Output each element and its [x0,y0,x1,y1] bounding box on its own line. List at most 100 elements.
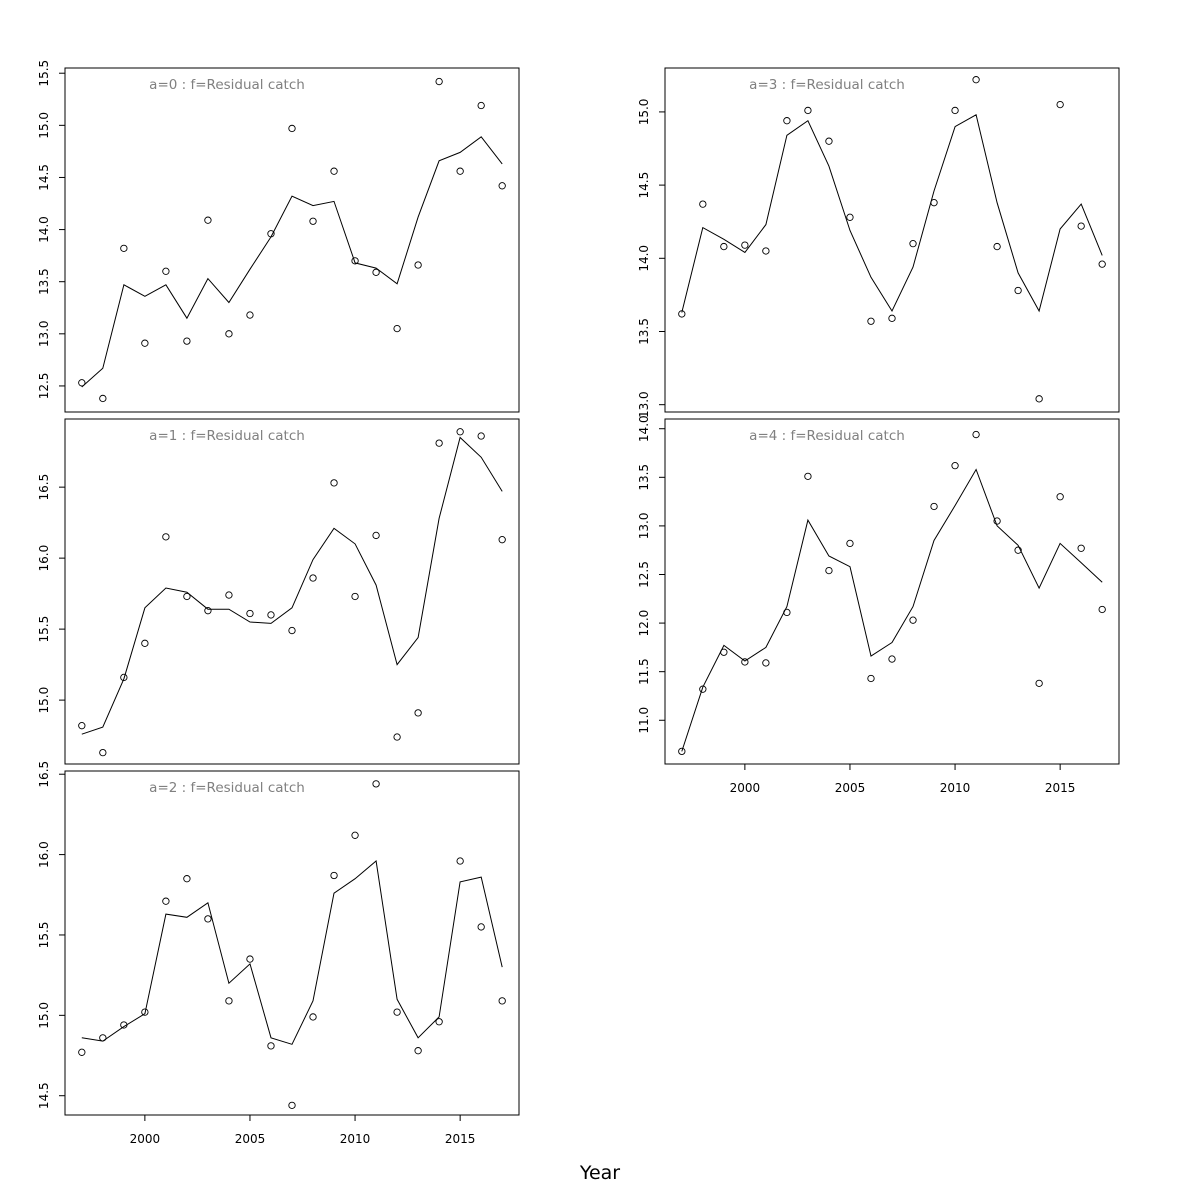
observed-point [246,311,254,319]
observed-point [1098,260,1106,268]
observed-point [120,244,128,252]
y-tick-label: 16.0 [37,841,51,868]
observed-point [951,461,959,470]
y-tick-label: 13.5 [637,464,651,491]
observed-point [183,592,191,601]
observed-point [225,997,233,1005]
observed-point [804,472,812,480]
observed-point [1035,395,1043,403]
observed-point [783,117,791,125]
observed-point [414,709,422,717]
observed-point [993,242,1001,251]
observed-point [1056,100,1064,109]
observed-point [741,658,749,666]
observed-point [477,101,485,110]
observed-point [288,124,296,133]
observed-point [183,875,191,883]
x-tick-label: 2005 [835,781,866,795]
observed-point [993,517,1001,525]
y-tick-label: 13.0 [637,391,651,418]
observed-point [498,536,506,544]
x-tick-label: 2000 [730,781,761,795]
observed-point [909,240,917,248]
fitted-line [81,860,503,1045]
observed-point [498,997,506,1005]
y-tick-label: 15.5 [37,616,51,643]
panel-title: a=3 : f=Residual catch [749,77,905,93]
observed-point [1035,679,1043,687]
observed-point [498,182,506,190]
x-axis-title: Year [579,1162,620,1184]
observed-point [720,242,728,251]
x-tick-label: 2015 [445,1132,476,1146]
observed-point [435,77,443,86]
observed-point [699,685,707,693]
panel-title: a=1 : f=Residual catch [149,428,305,444]
observed-point [351,592,359,601]
observed-point [120,673,128,682]
observed-point [456,167,464,175]
observed-point [78,1048,86,1056]
panel-title: a=4 : f=Residual catch [749,428,905,444]
observed-point [825,137,833,145]
observed-point [393,324,401,333]
observed-point [435,439,443,447]
panel-1: 13.0 13.5 14.0 14.5 15.0 a=3 : f=Residual cat… [637,67,1120,418]
fitted-line [681,114,1103,313]
x-tick-label: 2015 [1045,781,1076,795]
observed-point [804,106,812,115]
y-tick-label: 14.0 [637,245,651,272]
panel-title: a=2 : f=Residual catch [149,780,305,796]
observed-point [309,1013,317,1021]
observed-point [1077,222,1085,230]
observed-point [204,915,212,923]
observed-point [351,257,359,265]
observed-point [162,897,170,905]
observed-point [456,428,464,436]
observed-point [225,591,233,599]
observed-point [267,611,275,619]
observed-point [951,106,959,115]
observed-point [99,748,107,757]
observed-point [867,674,875,683]
observed-point [309,217,317,225]
y-tick-label: 14.5 [37,164,51,191]
y-tick-label: 13.0 [637,513,651,540]
y-tick-label: 11.0 [637,707,651,734]
observed-point [1014,546,1022,554]
observed-point [141,639,149,647]
y-tick-label: 16.5 [37,474,51,501]
observed-point [204,607,212,615]
fitted-line [681,468,1103,752]
fitted-line [81,136,503,388]
observed-point [477,432,485,440]
observed-point [78,379,86,387]
panel-frame [664,418,1120,765]
y-tick-label: 12.0 [637,610,651,637]
y-tick-label: 15.0 [37,687,51,714]
x-tick-label: 2005 [235,1132,266,1146]
observed-point [888,314,896,322]
panel-frame [664,67,1120,413]
observed-point [888,655,896,663]
observed-point [162,533,170,541]
y-tick-label: 13.0 [37,320,51,347]
observed-point [741,241,749,249]
observed-point [762,247,770,255]
observed-point [183,337,191,345]
observed-point [267,1042,275,1050]
panel-0: 12.5 13.0 13.5 14.0 14.5 15.0 15.5 a=0 : f=Resi… [37,60,520,413]
panel-frame [64,67,520,413]
y-tick-label: 12.5 [37,373,51,400]
observed-point [972,76,980,84]
y-tick-label: 14.0 [637,415,651,442]
y-tick-label: 16.5 [37,761,51,788]
observed-point [846,539,854,548]
observed-point [414,261,422,269]
x-tick-label: 2000 [130,1132,161,1146]
panel-title: a=0 : f=Residual catch [149,77,305,93]
y-tick-label: 14.0 [37,216,51,243]
observed-point [246,955,254,963]
observed-point [288,1101,296,1110]
